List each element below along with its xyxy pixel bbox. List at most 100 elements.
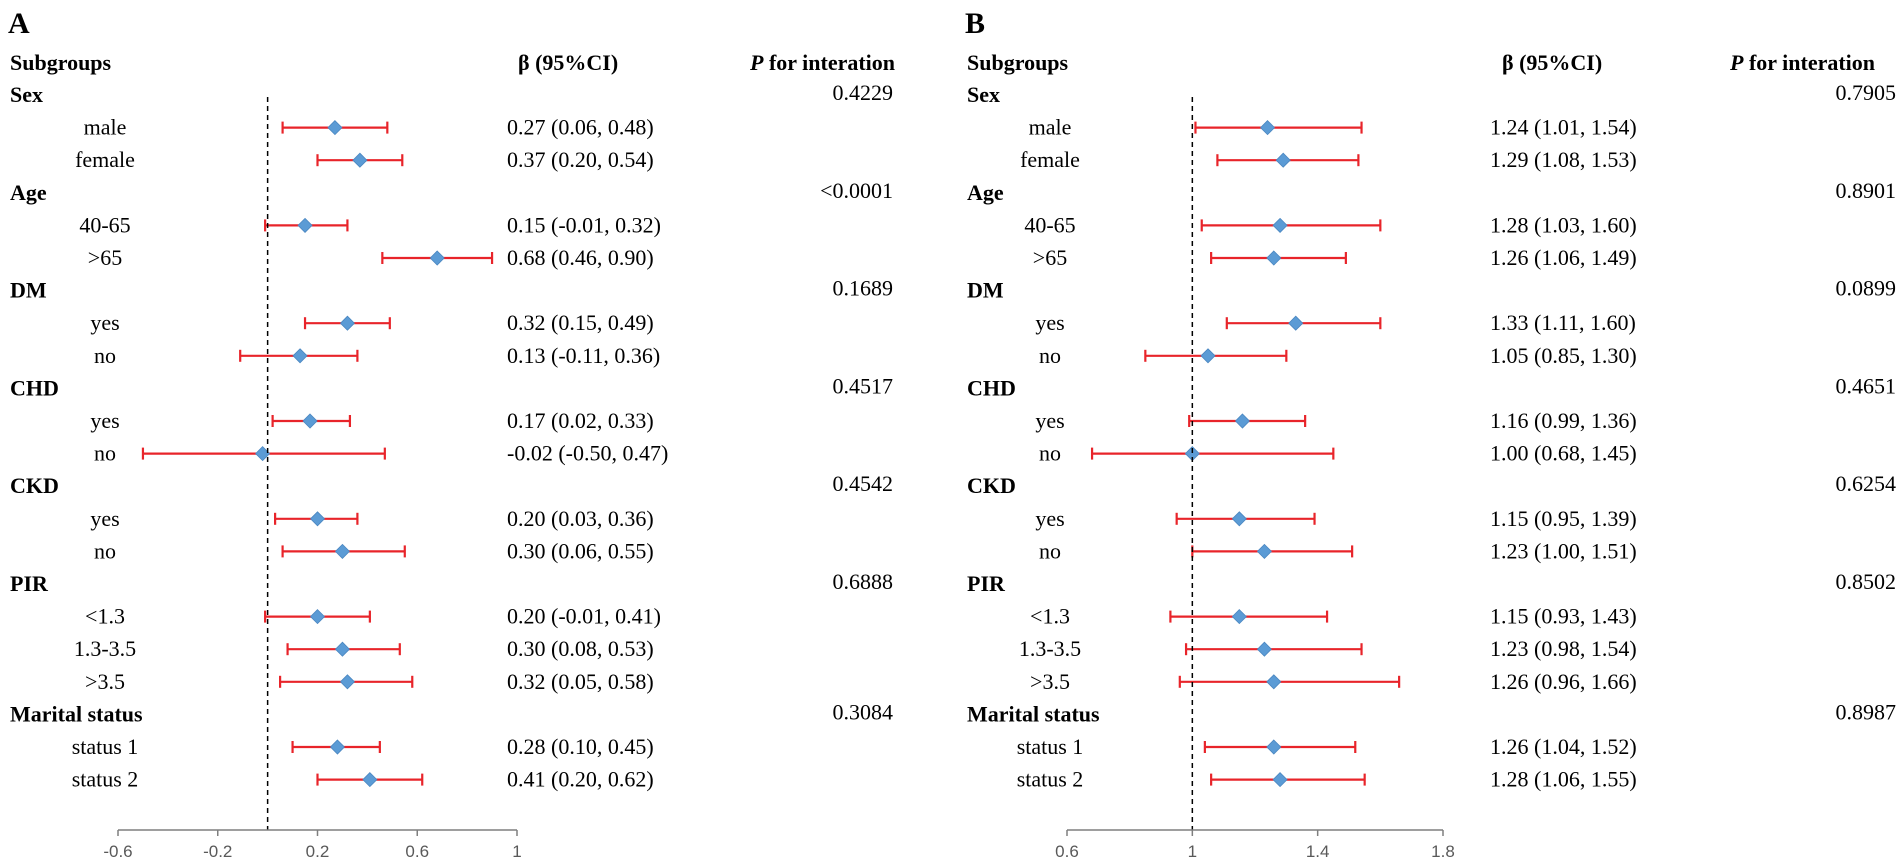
estimate-text: 0.32 (0.15, 0.49) [507, 310, 654, 335]
point-estimate-marker [429, 250, 445, 266]
estimate-text: 1.24 (1.01, 1.54) [1490, 115, 1637, 140]
x-tick-label: -0.6 [103, 842, 132, 861]
x-tick-label: 0.2 [306, 842, 330, 861]
estimate-text: 0.17 (0.02, 0.33) [507, 408, 654, 433]
estimate-text: 1.26 (0.96, 1.66) [1490, 669, 1637, 694]
point-estimate-marker [309, 511, 326, 527]
estimate-text: 0.41 (0.20, 0.62) [507, 767, 654, 792]
subgroup-label: status 1 [72, 734, 139, 759]
p-interaction-value: 0.1689 [833, 276, 894, 301]
p-interaction-value: 0.8502 [1836, 569, 1897, 594]
x-tick-label: 0.6 [1055, 842, 1079, 861]
estimate-text: 0.30 (0.06, 0.55) [507, 538, 654, 563]
group-label: DM [967, 278, 1004, 303]
point-estimate-marker [292, 348, 308, 364]
group-label: Sex [967, 82, 1000, 107]
subgroup-label: status 2 [1017, 767, 1084, 792]
estimate-text: 1.33 (1.11, 1.60) [1490, 310, 1636, 335]
estimate-text: 1.15 (0.95, 1.39) [1490, 506, 1637, 531]
point-estimate-marker [302, 413, 318, 429]
x-tick-label: 1 [1188, 842, 1197, 861]
group-label: CHD [10, 375, 59, 400]
point-estimate-marker [362, 772, 378, 788]
estimate-text: 1.16 (0.99, 1.36) [1490, 408, 1637, 433]
group-label: CHD [967, 375, 1016, 400]
subgroup-label: no [1039, 343, 1061, 368]
estimate-text: 0.27 (0.06, 0.48) [507, 115, 654, 140]
header-subgroups: Subgroups [967, 50, 1069, 75]
p-interaction-value: 0.0899 [1836, 276, 1897, 301]
estimate-text: 1.05 (0.85, 1.30) [1490, 343, 1637, 368]
p-interaction-value: 0.4542 [833, 471, 894, 496]
estimate-text: 0.15 (-0.01, 0.32) [507, 212, 661, 237]
subgroup-label: female [1020, 147, 1080, 172]
x-tick-label: 1.8 [1431, 842, 1455, 861]
point-estimate-marker [1272, 772, 1288, 788]
subgroup-label: male [1029, 115, 1072, 140]
subgroup-label: status 2 [72, 767, 139, 792]
point-estimate-marker [334, 641, 351, 657]
point-estimate-marker [1259, 120, 1276, 136]
subgroup-label: 40-65 [1024, 212, 1075, 237]
panel-label: A [8, 7, 30, 40]
subgroup-label: 1.3-3.5 [74, 636, 136, 661]
x-tick-label: -0.2 [203, 842, 232, 861]
subgroup-label: yes [90, 506, 119, 531]
p-interaction-value: 0.6254 [1836, 471, 1897, 496]
point-estimate-marker [1234, 413, 1251, 429]
estimate-text: 0.32 (0.05, 0.58) [507, 669, 654, 694]
subgroup-label: >3.5 [85, 669, 125, 694]
header-estimate: β (95%CI) [518, 50, 618, 75]
estimate-text: 1.26 (1.06, 1.49) [1490, 245, 1637, 270]
group-label: Marital status [967, 701, 1100, 726]
subgroup-label: <1.3 [85, 604, 125, 629]
panel-b: B Subgroups β (95%CI) P for interation Sex 0.… [965, 7, 1896, 861]
p-interaction-value: 0.4229 [833, 80, 894, 105]
estimate-text: 1.00 (0.68, 1.45) [1490, 441, 1637, 466]
group-label: CKD [967, 473, 1016, 498]
estimate-text: 1.26 (1.04, 1.52) [1490, 734, 1637, 759]
subgroup-label: male [84, 115, 127, 140]
p-interaction-value: 0.4517 [833, 373, 894, 398]
subgroup-label: yes [90, 310, 119, 335]
p-interaction-value: 0.6888 [833, 569, 894, 594]
point-estimate-marker [352, 152, 368, 168]
x-tick-label: 0.6 [405, 842, 429, 861]
p-interaction-value: 0.4651 [1836, 373, 1897, 398]
p-interaction-value: <0.0001 [820, 178, 893, 203]
subgroup-label: no [94, 441, 116, 466]
p-interaction-value: 0.8901 [1836, 178, 1897, 203]
group-label: PIR [967, 571, 1006, 596]
point-estimate-marker [1288, 315, 1304, 331]
point-estimate-marker [334, 543, 351, 559]
estimate-text: 1.23 (0.98, 1.54) [1490, 636, 1637, 661]
header-p-interaction: P for interation [749, 50, 895, 75]
point-estimate-marker [1200, 348, 1216, 364]
subgroup-label: yes [1035, 310, 1064, 335]
subgroup-label: >3.5 [1030, 669, 1070, 694]
header-p-interaction: P for interation [1729, 50, 1875, 75]
estimate-text: -0.02 (-0.50, 0.47) [507, 441, 668, 466]
point-estimate-marker [1266, 674, 1282, 690]
subgroup-label: >65 [88, 245, 122, 270]
subgroup-label: 40-65 [79, 212, 130, 237]
subgroup-label: yes [1035, 408, 1064, 433]
subgroup-label: no [94, 343, 116, 368]
group-label: Marital status [10, 701, 143, 726]
p-interaction-value: 0.7905 [1836, 80, 1897, 105]
estimate-text: 1.23 (1.00, 1.51) [1490, 538, 1637, 563]
group-label: Age [10, 180, 47, 205]
estimate-text: 0.68 (0.46, 0.90) [507, 245, 654, 270]
estimate-text: 1.28 (1.06, 1.55) [1490, 767, 1637, 792]
point-estimate-marker [297, 217, 313, 233]
estimate-text: 0.13 (-0.11, 0.36) [507, 343, 660, 368]
point-estimate-marker [1231, 511, 1247, 527]
group-label: PIR [10, 571, 49, 596]
subgroup-label: 1.3-3.5 [1019, 636, 1081, 661]
point-estimate-marker [339, 315, 355, 331]
subgroup-label: female [75, 147, 135, 172]
estimate-text: 1.28 (1.03, 1.60) [1490, 212, 1637, 237]
point-estimate-marker [1266, 739, 1282, 755]
estimate-text: 0.20 (-0.01, 0.41) [507, 604, 661, 629]
